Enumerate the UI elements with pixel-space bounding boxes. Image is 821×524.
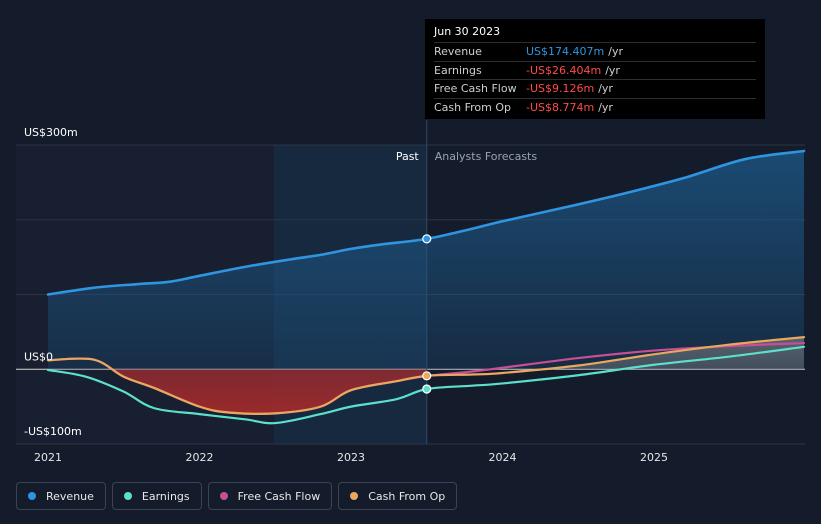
tooltip-label: Cash From Op bbox=[434, 100, 512, 114]
marker-earnings bbox=[422, 384, 432, 394]
x-tick-label: 2021 bbox=[34, 451, 62, 464]
legend-label: Cash From Op bbox=[368, 489, 446, 503]
x-tick-label: 2023 bbox=[337, 451, 365, 464]
cash-from-op-dot-icon bbox=[350, 492, 359, 500]
forecast-label: Analysts Forecasts bbox=[435, 150, 538, 163]
tooltip-row-cash-from-op: Cash From Op -US$8.774m /yr bbox=[434, 97, 756, 117]
tooltip-unit: /yr bbox=[598, 100, 613, 114]
legend: Revenue Earnings Free Cash Flow Cash Fro… bbox=[16, 482, 458, 510]
tooltip-row-free-cash-flow: Free Cash Flow -US$9.126m /yr bbox=[434, 79, 756, 98]
marker-revenue bbox=[422, 234, 432, 244]
free-cash-flow-dot-icon bbox=[219, 492, 228, 500]
tooltip-row-earnings: Earnings -US$26.404m /yr bbox=[434, 60, 756, 80]
tooltip-row-revenue: Revenue US$174.407m /yr bbox=[434, 42, 756, 61]
tooltip-value: -US$26.404m bbox=[526, 63, 602, 77]
legend-label: Earnings bbox=[141, 489, 190, 503]
revenue-area bbox=[48, 150, 804, 370]
tooltip-value: -US$8.774m bbox=[526, 100, 595, 114]
tooltip-label: Revenue bbox=[434, 45, 482, 58]
series-line-cash-from-op bbox=[46, 336, 806, 415]
earnings-dot-icon bbox=[123, 492, 132, 500]
legend-label: Free Cash Flow bbox=[237, 489, 321, 503]
y-tick-label: -US$100m bbox=[24, 425, 82, 438]
tooltip-label: Free Cash Flow bbox=[434, 82, 517, 95]
x-tick-label: 2022 bbox=[186, 451, 214, 464]
tooltip: Jun 30 2023 Revenue US$174.407m /yr Earn… bbox=[425, 19, 765, 119]
tooltip-unit: /yr bbox=[598, 82, 613, 95]
y-tick-label: US$300m bbox=[24, 126, 78, 139]
tooltip-value: US$174.407m bbox=[526, 45, 605, 58]
series-line-revenue bbox=[46, 149, 806, 296]
legend-item-free-cash-flow[interactable]: Free Cash Flow bbox=[207, 482, 333, 510]
negative-area bbox=[48, 369, 427, 414]
tooltip-date: Jun 30 2023 bbox=[434, 25, 501, 38]
legend-item-earnings[interactable]: Earnings bbox=[111, 482, 202, 510]
legend-item-cash-from-op[interactable]: Cash From Op bbox=[338, 482, 458, 510]
legend-item-revenue[interactable]: Revenue bbox=[16, 482, 106, 510]
tooltip-unit: /yr bbox=[605, 63, 620, 77]
tooltip-label: Earnings bbox=[434, 63, 482, 77]
revenue-dot-icon bbox=[28, 492, 36, 500]
past-label: Past bbox=[396, 150, 420, 163]
marker-cash-from-op bbox=[422, 371, 432, 381]
x-tick-label: 2024 bbox=[489, 451, 517, 464]
legend-label: Revenue bbox=[46, 489, 94, 503]
forecast-positive-area bbox=[426, 337, 804, 370]
tooltip-unit: /yr bbox=[608, 45, 623, 58]
tooltip-value: -US$9.126m bbox=[526, 82, 595, 95]
y-tick-label: US$0 bbox=[24, 350, 53, 363]
x-tick-label: 2025 bbox=[640, 451, 668, 464]
series-line-earnings bbox=[46, 345, 806, 425]
